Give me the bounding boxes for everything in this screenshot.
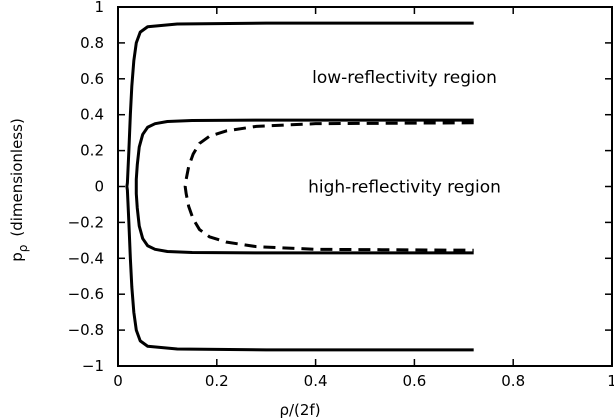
curve-solid-1 <box>134 118 474 255</box>
y-tick-label: −0.2 <box>68 213 104 231</box>
x-tick-label: 0.8 <box>501 372 525 390</box>
y-tick-label: 0.2 <box>80 142 104 160</box>
axis-ticks-group: 0 0.2 0.4 0.6 0.8 1 1 0.8 0.6 0.4 0.2 0 −0.2 −0.4 −0.6… <box>68 0 614 390</box>
y-axis-label: pρ (dimensionless) <box>8 118 30 262</box>
x-tick-label: 0 <box>113 372 123 390</box>
y-tick-label: −0.6 <box>68 285 104 303</box>
x-tick-label: 1 <box>607 372 614 390</box>
curves-group <box>125 21 474 352</box>
y-tick-label: 0.4 <box>80 106 104 124</box>
region-annotation-1: high-reflectivity region <box>308 178 501 198</box>
y-axis-label-main: p <box>8 252 26 262</box>
y-tick-label: 0.8 <box>80 34 104 52</box>
y-tick-label: −0.4 <box>68 249 104 267</box>
x-tick-label: 0.6 <box>402 372 426 390</box>
curve-dashed-2 <box>183 121 474 252</box>
annotations-group: low-reflectivity region high-reflectivity… <box>308 68 501 197</box>
y-tick-label: 0.6 <box>80 70 104 88</box>
curve-solid-0 <box>125 21 474 352</box>
region-annotation-0: low-reflectivity region <box>312 68 497 88</box>
x-tick-label: 0.4 <box>304 372 328 390</box>
y-tick-label: −1 <box>82 357 104 375</box>
y-axis-label-units: (dimensionless) <box>8 118 26 236</box>
y-tick-label: 1 <box>94 0 104 16</box>
y-tick-label: −0.8 <box>68 321 104 339</box>
y-tick-label: 0 <box>94 178 104 196</box>
x-axis-label: ρ/(2f) <box>279 401 320 419</box>
y-axis-label-subscript: ρ <box>16 245 30 253</box>
x-tick-label: 0.2 <box>205 372 229 390</box>
